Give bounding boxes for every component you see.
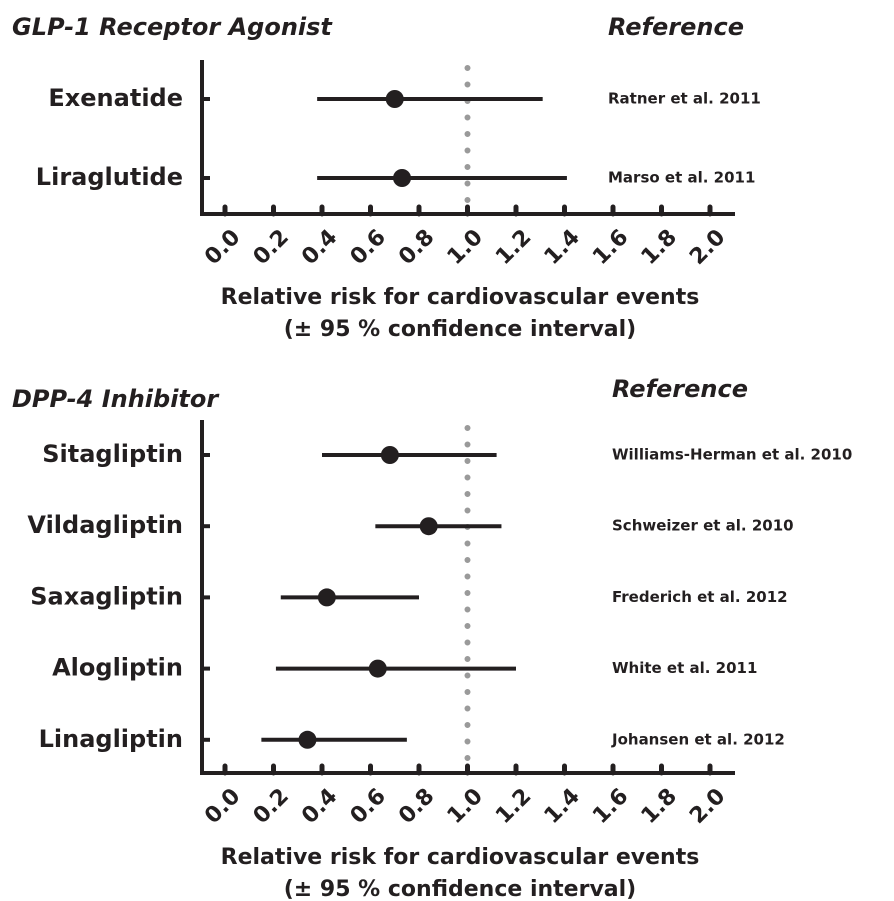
x-axis-label: (± 95 % confidence interval) [284,877,636,901]
x-tick-label: 0.2 [249,784,294,829]
reference-text: Ratner et al. 2011 [608,90,761,108]
category-label: Liraglutide [36,163,183,191]
x-tick-label: 0.0 [200,225,245,270]
chart-title: GLP-1 Receptor Agonist [12,13,333,41]
reference-text: Williams-Herman et al. 2010 [612,446,852,464]
point-estimate [380,446,399,464]
point-estimate [298,730,317,749]
reference-text: Marso et al. 2011 [608,169,755,187]
x-tick-label: 1.6 [588,225,633,270]
reference-text: Frederich et al. 2012 [612,588,788,606]
point-estimate [393,169,412,187]
x-tick-label: 0.8 [394,784,439,829]
reference-text: White et al. 2011 [612,659,757,677]
x-tick-label: 1.2 [491,784,536,829]
x-tick-label: 1.0 [443,225,488,270]
x-tick-label: 1.8 [637,225,682,270]
x-tick-label: 0.6 [346,784,391,829]
x-tick-label: 0.2 [249,225,294,270]
x-axis-label: Relative risk for cardiovascular events [221,285,700,310]
x-tick-label: 0.6 [346,225,391,270]
x-tick-label: 0.4 [297,784,342,829]
x-tick-label: 2.0 [685,225,730,270]
x-tick-label: 1.0 [443,784,488,829]
x-tick-label: 0.0 [200,784,245,829]
point-estimate [385,90,404,108]
point-estimate [368,659,387,678]
x-tick-label: 1.2 [491,225,536,270]
category-label: Saxagliptin [30,582,183,610]
category-label: Exenatide [48,84,183,112]
category-label: Vildagliptin [27,511,183,539]
category-label: Linagliptin [39,725,183,753]
x-tick-label: 1.6 [588,784,633,829]
x-axis-label: (± 95 % confidence interval) [284,317,636,342]
reference-header: Reference [608,13,744,41]
category-label: Alogliptin [52,654,183,682]
x-tick-label: 2.0 [685,784,730,829]
x-tick-label: 1.8 [637,784,682,829]
reference-text: Schweizer et al. 2010 [612,517,794,535]
reference-text: Johansen et al. 2012 [611,730,785,748]
point-estimate [419,517,438,536]
x-tick-label: 0.8 [394,225,439,270]
x-axis-label: Relative risk for cardiovascular events [221,845,700,870]
chart-title: DPP-4 Inhibitor [12,385,220,413]
x-tick-label: 0.4 [297,225,342,270]
category-label: Sitagliptin [42,440,183,468]
point-estimate [317,588,336,607]
x-tick-label: 1.4 [540,784,585,829]
x-tick-label: 1.4 [540,225,585,270]
reference-header: Reference [612,375,748,403]
